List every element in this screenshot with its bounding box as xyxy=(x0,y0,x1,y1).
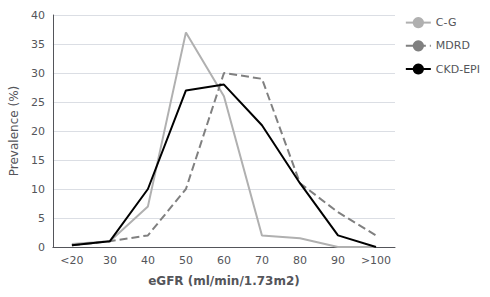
svg-text:30: 30 xyxy=(31,67,45,80)
svg-text:70: 70 xyxy=(255,254,269,267)
svg-text:eGFR (ml/min/1.73m2): eGFR (ml/min/1.73m2) xyxy=(148,274,300,288)
svg-text:10: 10 xyxy=(31,183,45,196)
svg-text:<20: <20 xyxy=(60,254,83,267)
svg-text:MDRD: MDRD xyxy=(436,39,470,52)
svg-text:40: 40 xyxy=(141,254,155,267)
svg-text:>100: >100 xyxy=(361,254,391,267)
svg-text:60: 60 xyxy=(217,254,231,267)
svg-text:Prevalence (%): Prevalence (%) xyxy=(7,86,21,176)
svg-text:25: 25 xyxy=(31,96,45,109)
svg-text:40: 40 xyxy=(31,9,45,22)
svg-text:20: 20 xyxy=(31,125,45,138)
svg-text:0: 0 xyxy=(38,241,45,254)
svg-text:30: 30 xyxy=(103,254,117,267)
svg-text:80: 80 xyxy=(293,254,307,267)
svg-text:CKD-EPI: CKD-EPI xyxy=(436,63,480,76)
svg-text:5: 5 xyxy=(38,212,45,225)
svg-text:C-G: C-G xyxy=(436,16,457,29)
svg-text:50: 50 xyxy=(179,254,193,267)
svg-text:90: 90 xyxy=(331,254,345,267)
svg-text:35: 35 xyxy=(31,38,45,51)
svg-text:15: 15 xyxy=(31,154,45,167)
